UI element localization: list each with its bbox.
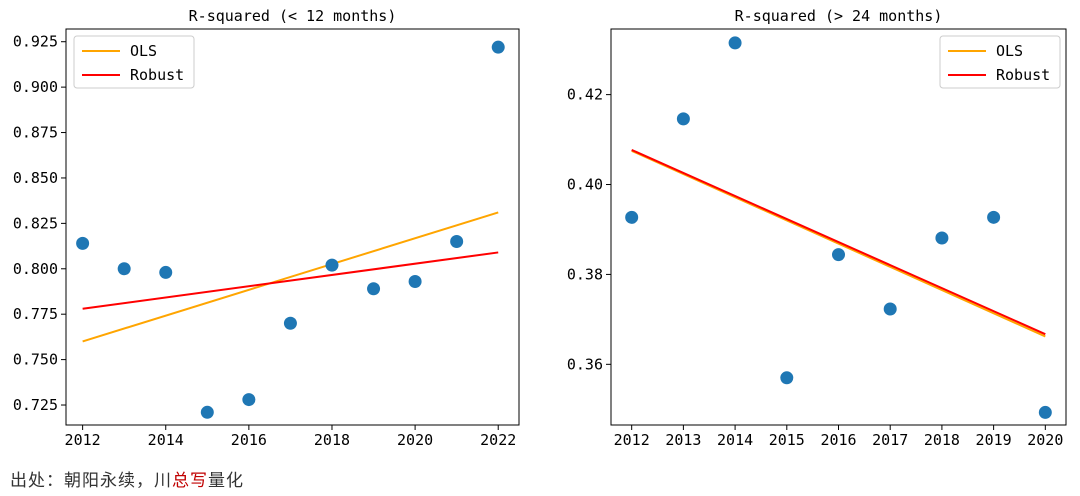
y-tick-label: 0.750 xyxy=(13,351,58,369)
caption-highlight: 总写 xyxy=(172,471,208,491)
regression-line-robust xyxy=(82,251,499,310)
plot-frame xyxy=(610,28,1067,426)
x-tick-label: 2018 xyxy=(924,431,960,449)
regression-line-ols xyxy=(82,211,499,343)
x-tick-label: 2013 xyxy=(665,431,701,449)
y-tick-label: 0.900 xyxy=(13,78,58,96)
data-point xyxy=(935,231,949,245)
data-point xyxy=(780,371,794,385)
y-tick-label: 0.725 xyxy=(13,396,58,414)
data-point xyxy=(676,112,690,126)
data-point xyxy=(242,393,256,407)
data-point xyxy=(325,258,339,272)
data-point xyxy=(117,262,131,276)
x-tick-label: 2016 xyxy=(231,431,267,449)
x-tick-label: 2012 xyxy=(614,431,650,449)
y-tick-label: 0.850 xyxy=(13,169,58,187)
regression-line-ols xyxy=(631,149,1046,338)
x-tick-label: 2015 xyxy=(769,431,805,449)
caption-prefix: 出处：朝阳永续，川 xyxy=(10,471,172,491)
x-tick-label: 2018 xyxy=(314,431,350,449)
data-point xyxy=(200,405,214,419)
legend-label-robust: Robust xyxy=(130,66,184,84)
x-tick-label: 2016 xyxy=(820,431,856,449)
legend-label-ols: OLS xyxy=(996,42,1023,60)
legend-label-ols: OLS xyxy=(130,42,157,60)
data-point xyxy=(728,36,742,50)
caption-suffix: 量化 xyxy=(208,471,244,491)
y-tick-label: 0.775 xyxy=(13,305,58,323)
data-point xyxy=(987,210,1001,224)
chart-title: R-squared (> 24 months) xyxy=(735,7,943,25)
x-tick-label: 2019 xyxy=(976,431,1012,449)
data-point xyxy=(1038,405,1052,419)
y-tick-label: 0.875 xyxy=(13,124,58,142)
data-point xyxy=(625,210,639,224)
y-tick-label: 0.40 xyxy=(567,176,603,194)
data-point xyxy=(367,282,381,296)
y-tick-label: 0.825 xyxy=(13,214,58,232)
y-tick-label: 0.38 xyxy=(567,265,603,283)
data-point xyxy=(832,248,845,262)
data-point xyxy=(450,235,464,249)
data-point xyxy=(883,302,897,316)
y-tick-label: 0.800 xyxy=(13,260,58,278)
x-tick-label: 2012 xyxy=(65,431,101,449)
data-point xyxy=(159,265,173,279)
chart-left: R-squared (< 12 months) 2012 2014 2016 2018 2… xyxy=(13,7,520,449)
x-tick-label: 2020 xyxy=(1027,431,1063,449)
chart-title: R-squared (< 12 months) xyxy=(189,7,397,25)
data-point xyxy=(491,40,505,54)
x-tick-label: 2022 xyxy=(480,431,516,449)
plot-frame xyxy=(65,28,520,426)
x-tick-label: 2020 xyxy=(397,431,433,449)
chart-right: R-squared (> 24 months) 2012 2013 2014 2015 2… xyxy=(567,7,1067,449)
x-tick-label: 2014 xyxy=(717,431,753,449)
data-point xyxy=(76,236,90,250)
data-point xyxy=(283,316,297,330)
x-tick-label: 2014 xyxy=(148,431,184,449)
y-tick-label: 0.42 xyxy=(567,86,603,104)
regression-line-robust xyxy=(631,148,1046,336)
source-caption: 出处：朝阳永续，川总写量化 xyxy=(10,466,244,491)
legend-label-robust: Robust xyxy=(996,66,1050,84)
y-tick-label: 0.925 xyxy=(13,33,58,51)
y-tick-label: 0.36 xyxy=(567,355,603,373)
x-tick-label: 2017 xyxy=(872,431,908,449)
data-point xyxy=(408,274,422,288)
